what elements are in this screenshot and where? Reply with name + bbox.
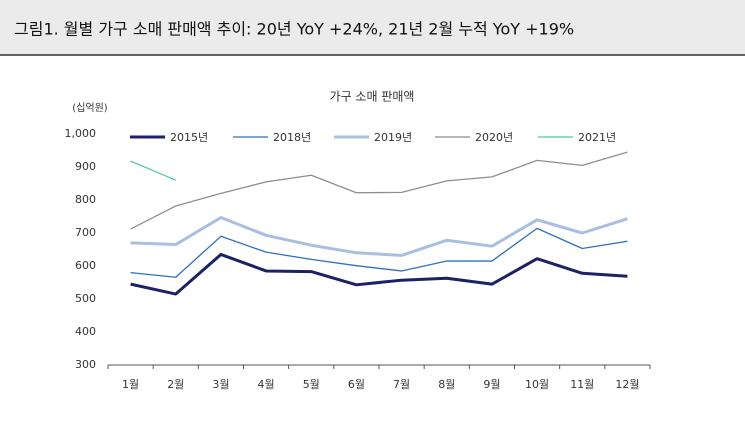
y-tick-label: 500 <box>75 292 96 305</box>
header-band <box>0 0 745 55</box>
x-tick-label: 12월 <box>615 378 639 391</box>
x-tick-label: 9월 <box>483 378 500 391</box>
y-tick-label: 700 <box>75 226 96 239</box>
x-tick-label: 5월 <box>303 378 320 391</box>
caption: 그림1. 월별 가구 소매 판매액 추이: 20년 YoY +24%, 21년 … <box>14 20 574 39</box>
x-tick-label: 6월 <box>348 378 365 391</box>
legend-label: 2020년 <box>475 131 513 144</box>
x-tick-label: 3월 <box>212 378 229 391</box>
legend-label: 2015년 <box>170 131 208 144</box>
x-tick-label: 10월 <box>525 378 549 391</box>
x-tick-label: 4월 <box>258 378 275 391</box>
y-tick-label: 400 <box>75 325 96 338</box>
x-tick-label: 7월 <box>393 378 410 391</box>
chart-title: 가구 소매 판매액 <box>330 90 415 104</box>
line-series <box>130 252 628 296</box>
y-tick-label: 1,000 <box>65 127 97 140</box>
y-tick-label: 800 <box>75 193 96 206</box>
legend-label: 2018년 <box>273 131 311 144</box>
x-tick-label: 8월 <box>438 378 455 391</box>
line-series <box>130 151 628 230</box>
line-series <box>130 215 628 257</box>
legend-label: 2019년 <box>374 131 412 144</box>
x-tick-label: 1월 <box>122 378 139 391</box>
y-tick-label: 300 <box>75 358 96 371</box>
x-tick-label: 2월 <box>167 378 184 391</box>
x-tick-label: 11월 <box>570 378 594 391</box>
line-series <box>130 160 177 181</box>
legend-label: 2021년 <box>578 131 616 144</box>
y-tick-label: 600 <box>75 259 96 272</box>
line-series <box>130 227 628 278</box>
y-unit: (십억원) <box>72 102 108 114</box>
y-tick-label: 900 <box>75 160 96 173</box>
